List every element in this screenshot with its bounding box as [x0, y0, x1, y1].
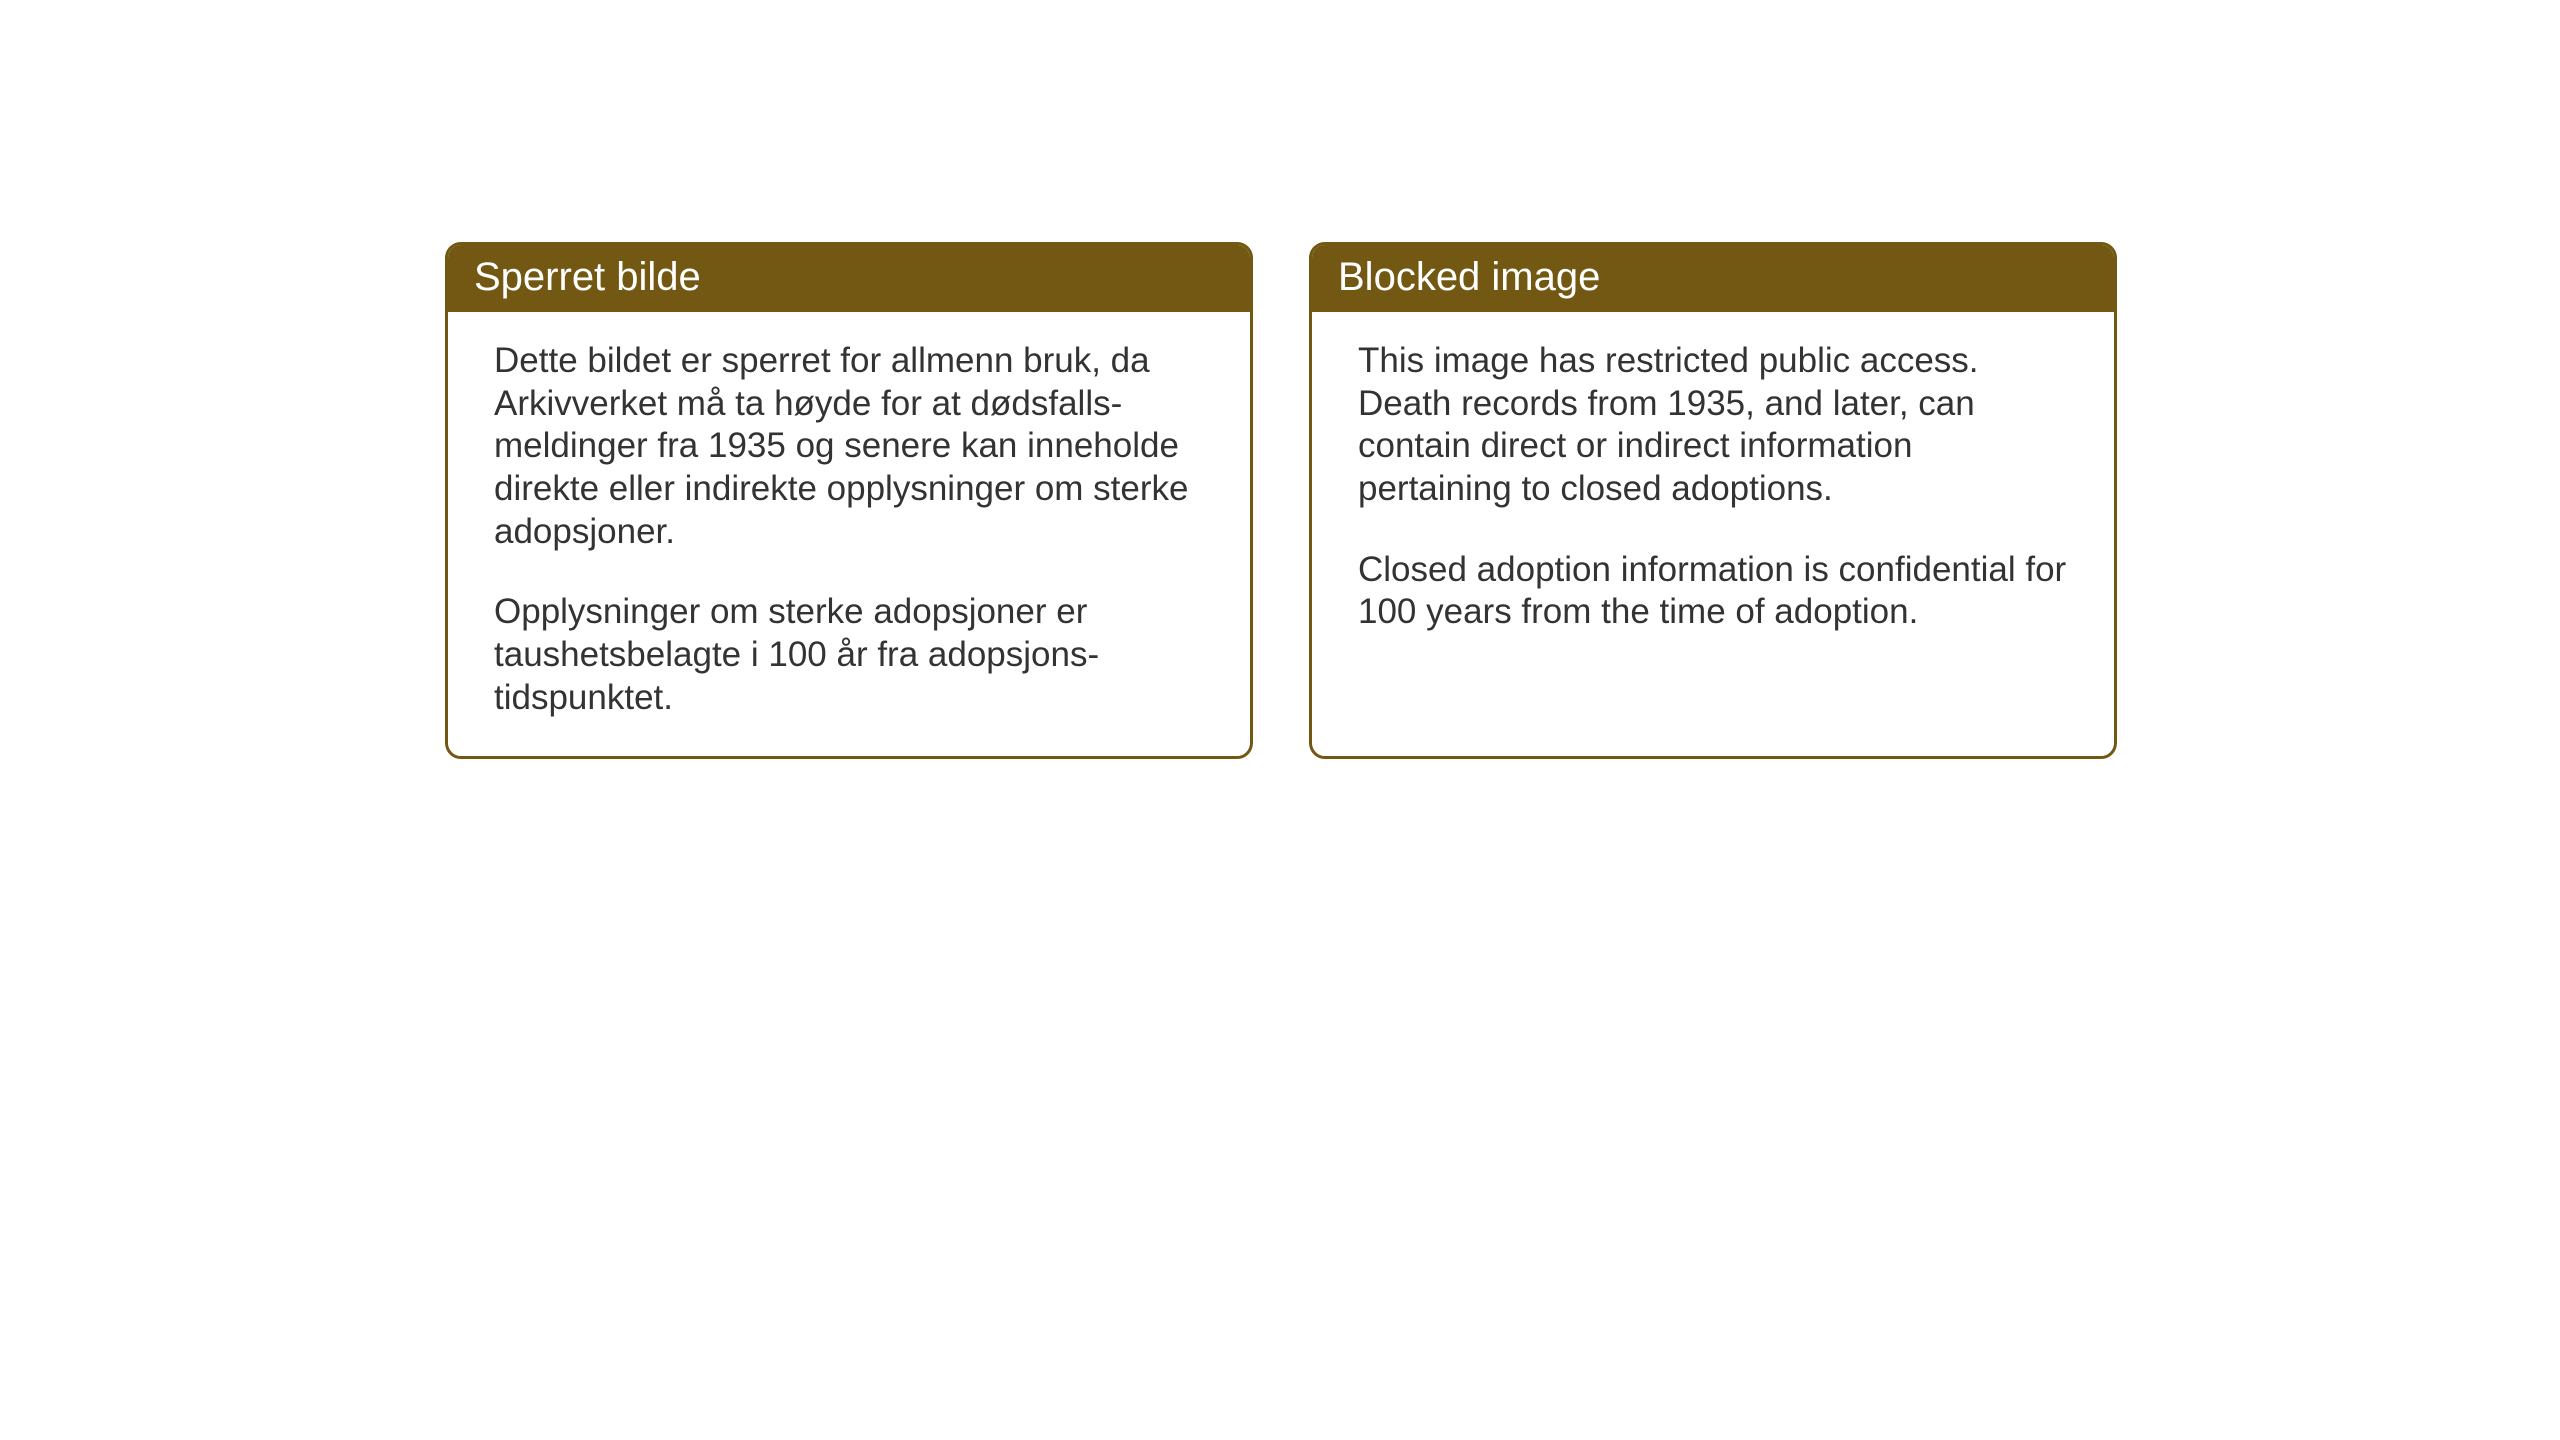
norwegian-paragraph-1: Dette bildet er sperret for allmenn bruk… [494, 340, 1208, 553]
english-card-body: This image has restricted public access.… [1312, 312, 2114, 670]
norwegian-card-title: Sperret bilde [448, 245, 1250, 312]
norwegian-card-body: Dette bildet er sperret for allmenn bruk… [448, 312, 1250, 756]
norwegian-notice-card: Sperret bilde Dette bildet er sperret fo… [445, 242, 1253, 759]
english-paragraph-2: Closed adoption information is confident… [1358, 549, 2072, 634]
english-paragraph-1: This image has restricted public access.… [1358, 340, 2072, 511]
notice-container: Sperret bilde Dette bildet er sperret fo… [445, 242, 2117, 759]
english-notice-card: Blocked image This image has restricted … [1309, 242, 2117, 759]
norwegian-paragraph-2: Opplysninger om sterke adopsjoner er tau… [494, 591, 1208, 719]
english-card-title: Blocked image [1312, 245, 2114, 312]
